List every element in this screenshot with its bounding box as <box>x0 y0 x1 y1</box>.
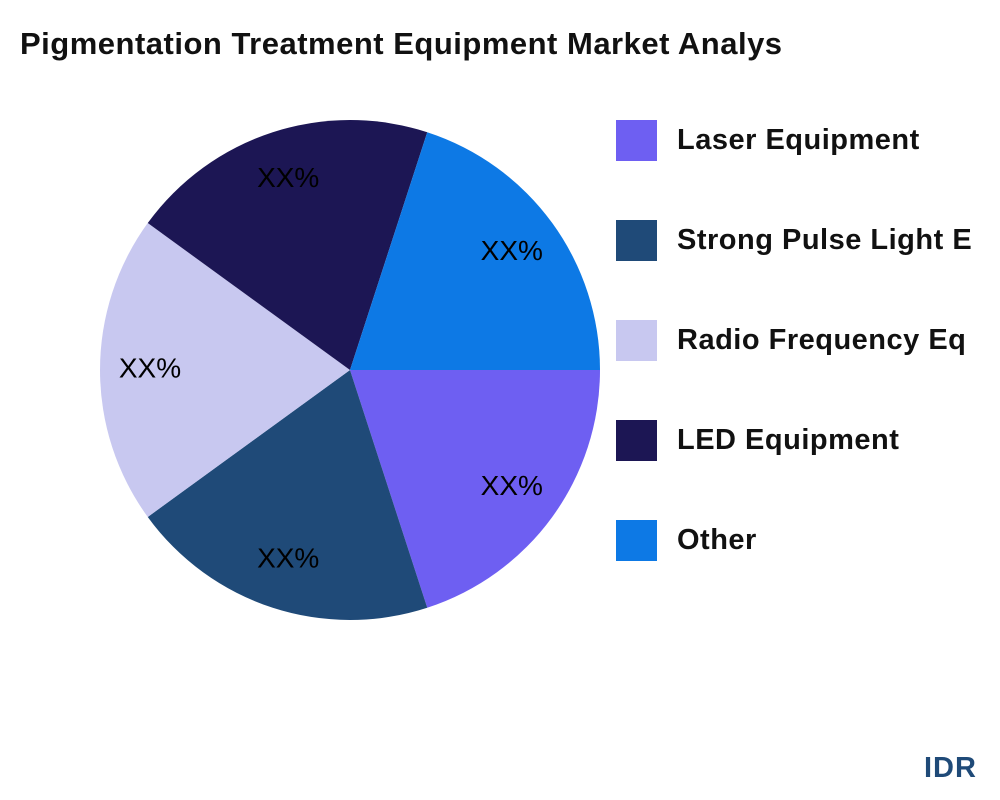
legend-item: Laser Equipment <box>616 120 920 161</box>
legend-swatch <box>616 320 657 361</box>
slice-label: XX% <box>257 162 319 193</box>
legend-label: LED Equipment <box>677 424 900 456</box>
legend-item: Strong Pulse Light E <box>616 220 972 261</box>
legend-label: Other <box>677 524 757 556</box>
slice-label: XX% <box>257 543 319 574</box>
slice-label: XX% <box>481 470 543 501</box>
legend-item: LED Equipment <box>616 420 899 461</box>
pie-slice-1 <box>147 370 428 620</box>
pie-slice-2 <box>100 223 350 517</box>
legend-label: Radio Frequency Eq <box>677 324 967 356</box>
legend-swatch <box>616 420 657 461</box>
slice-label: XX% <box>119 352 181 383</box>
legend-item: Radio Frequency Eq <box>616 320 966 361</box>
idr-logo: IDR <box>924 752 977 784</box>
legend-swatch <box>616 220 657 261</box>
pie-slice-3 <box>147 120 428 370</box>
legend-swatch <box>616 120 657 161</box>
legend-label: Laser Equipment <box>677 124 920 156</box>
slice-label: XX% <box>481 235 543 266</box>
pie-slice-4 <box>350 132 600 370</box>
legend-label: Strong Pulse Light E <box>677 224 973 256</box>
chart-title: Pigmentation Treatment Equipment Market … <box>20 26 783 61</box>
pie-slice-0 <box>350 370 600 608</box>
legend-item: Other <box>616 520 757 561</box>
legend-swatch <box>616 520 657 561</box>
